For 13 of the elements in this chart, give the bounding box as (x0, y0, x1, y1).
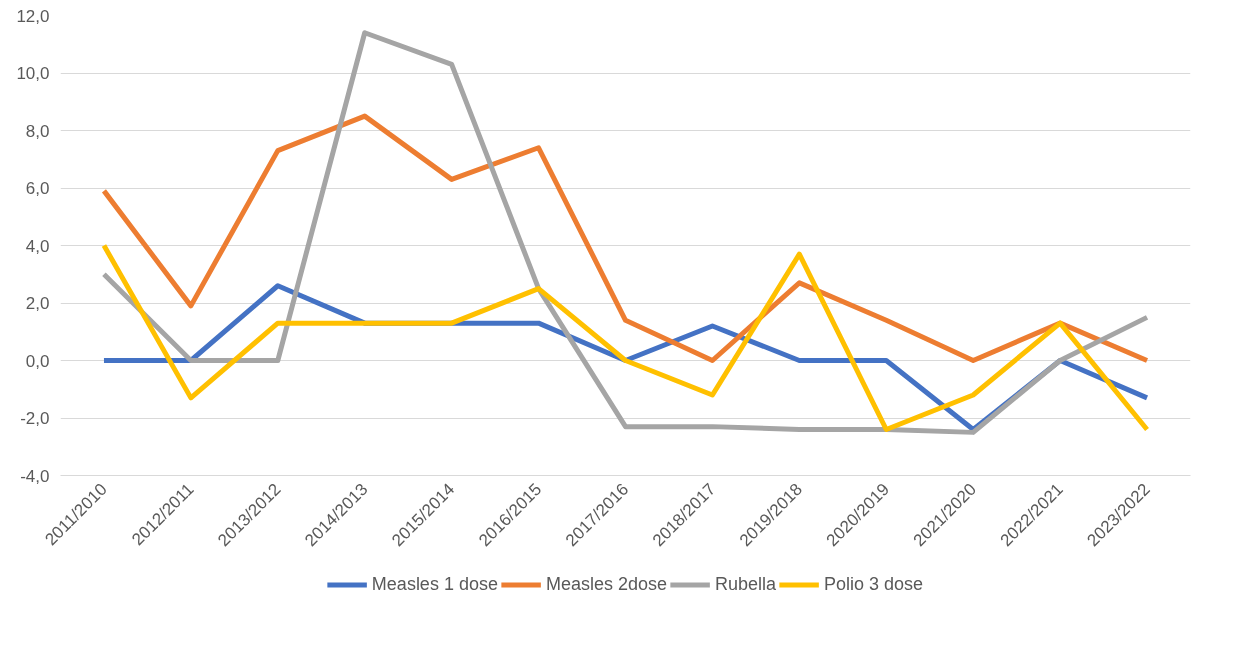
legend-label: Measles 1 dose (371, 573, 498, 595)
y-tick-label: -4,0 (20, 466, 50, 486)
legend-label: Rubella (715, 573, 777, 595)
y-tick-label: 12,0 (16, 6, 50, 26)
y-tick-label: 8,0 (25, 121, 50, 141)
y-tick-label: 0,0 (25, 351, 50, 371)
legend-label: Measles 2dose (545, 573, 668, 595)
y-tick-label: 2,0 (25, 294, 50, 313)
y-tick-label: 6,0 (25, 179, 50, 198)
y-tick-label: -2,0 (20, 409, 50, 428)
legend-label: Polio 3 dose (824, 573, 924, 595)
y-tick-label: 4,0 (25, 236, 50, 256)
y-tick-label: 10,0 (16, 64, 50, 83)
